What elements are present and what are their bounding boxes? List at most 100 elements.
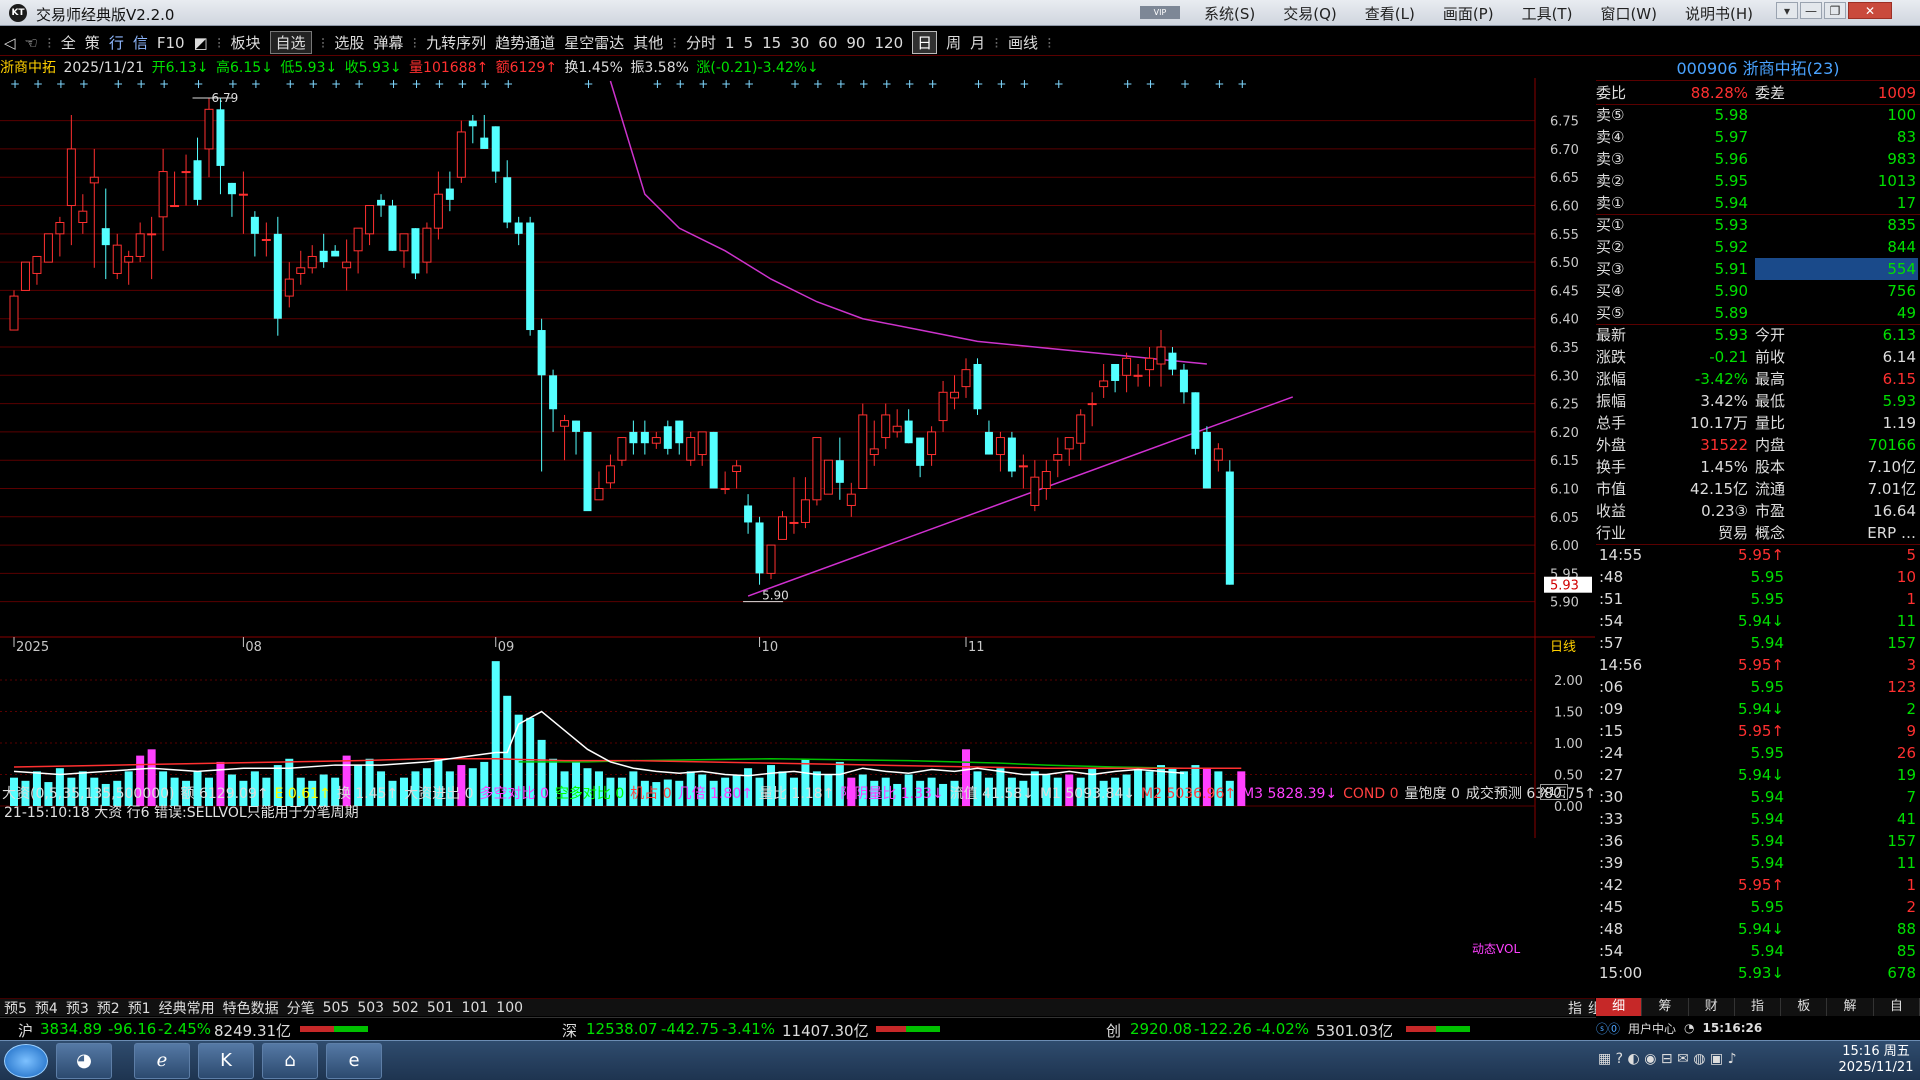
volume-unit-badge[interactable]: X1万: [1540, 784, 1568, 800]
tb-period-day[interactable]: 日: [912, 31, 938, 54]
hand-icon[interactable]: ☜: [24, 33, 38, 52]
tick-row: :48 5.95 10: [1596, 566, 1920, 588]
panel-tab[interactable]: 板: [1781, 998, 1828, 1016]
bottom-tab[interactable]: 505: [322, 999, 350, 1016]
menu-tools[interactable]: 工具(T): [1521, 5, 1573, 23]
quote-row[interactable]: 最新 5.93 今开 6.13: [1596, 324, 1920, 346]
panel-tab[interactable]: 细: [1596, 998, 1643, 1016]
menu-view[interactable]: 查看(L): [1364, 5, 1415, 23]
bottom-tab[interactable]: 预4: [34, 1000, 58, 1017]
panel-tab[interactable]: 自: [1874, 998, 1920, 1016]
quote-row[interactable]: 委比 88.28% 委差 1009: [1596, 82, 1920, 104]
taskbar-kt-icon[interactable]: K: [198, 1043, 254, 1079]
tick-volume: 88: [1896, 920, 1916, 938]
menu-system[interactable]: 系统(S): [1204, 5, 1256, 23]
tb-info[interactable]: 信: [132, 34, 148, 52]
bottom-tab[interactable]: 101: [461, 999, 489, 1016]
tb-radar[interactable]: 星空雷达: [564, 34, 625, 52]
stock-title[interactable]: 000906 浙商中拓(23): [1596, 57, 1920, 81]
panel-tab[interactable]: 指: [1735, 998, 1782, 1016]
quote-row[interactable]: 卖⑤ 5.98 100: [1596, 104, 1920, 126]
start-button[interactable]: [4, 1044, 48, 1078]
taskbar-home-icon[interactable]: ⌂: [262, 1043, 318, 1079]
volume-bar: [159, 771, 168, 806]
tb-strategy[interactable]: 策: [84, 34, 100, 52]
bottom-tab[interactable]: 预5: [4, 1000, 27, 1017]
service-icon[interactable]: ⓢ⓪: [1596, 1021, 1621, 1036]
taskbar-clock[interactable]: 15:16 周五 2025/11/21: [1836, 1044, 1916, 1076]
panel-tab[interactable]: 财: [1689, 998, 1735, 1016]
quote-row[interactable]: 振幅 3.42% 最低 5.93: [1596, 390, 1920, 412]
system-tray[interactable]: ▦ ? ◐ ◉ ⊟ ✉ ◍ ▣ ♪: [1598, 1051, 1737, 1067]
quote-row[interactable]: 涨幅 -3.42% 最高 6.15: [1596, 368, 1920, 390]
tb-danmaku[interactable]: 弹幕: [373, 34, 404, 52]
dropdown-icon[interactable]: ▾: [1776, 2, 1798, 19]
tb-period-15[interactable]: 15: [762, 33, 782, 52]
quote-row[interactable]: 外盘 31522 内盘 70166: [1596, 434, 1920, 456]
quote-row[interactable]: 买② 5.92 844: [1596, 236, 1920, 258]
taskbar-ai-icon[interactable]: e: [326, 1043, 382, 1079]
tb-period-90[interactable]: 90: [846, 33, 866, 52]
bottom-tab[interactable]: 预2: [96, 1000, 120, 1017]
tb-trend-channel[interactable]: 趋势通道: [495, 34, 556, 52]
tb-f10[interactable]: F10: [156, 33, 185, 52]
bottom-tab[interactable]: 501: [426, 999, 454, 1016]
taskbar-browser-icon[interactable]: ◕: [56, 1043, 112, 1079]
tb-period-1[interactable]: 1: [725, 33, 735, 52]
bottom-tab[interactable]: 502: [392, 999, 419, 1016]
tb-period-week[interactable]: 周: [946, 34, 962, 52]
quote-row[interactable]: 买⑤ 5.89 49: [1596, 302, 1920, 324]
tb-period-month[interactable]: 月: [970, 34, 986, 52]
quote-row[interactable]: 行业 贸易 概念 ERP …: [1596, 522, 1920, 544]
kline-chart[interactable]: + + + + + + + + + + + + + + + + + + + + + + + + + + + + + + + + + + + + + + + +…: [0, 78, 1595, 998]
user-center-link[interactable]: 用户中心: [1628, 1021, 1677, 1036]
menu-window[interactable]: 窗口(W): [1600, 5, 1657, 23]
tb-period-120[interactable]: 120: [874, 33, 904, 52]
tb-nine-turn[interactable]: 九转序列: [426, 34, 487, 52]
quote-row[interactable]: 涨跌 -0.21 前收 6.14: [1596, 346, 1920, 368]
quote-row[interactable]: 卖④ 5.97 83: [1596, 126, 1920, 148]
tb-period-5[interactable]: 5: [743, 33, 754, 52]
back-icon[interactable]: ◁: [4, 33, 16, 52]
quote-row[interactable]: 收益 0.23③ 市盈 16.64: [1596, 500, 1920, 522]
bottom-tab[interactable]: 100: [496, 999, 524, 1016]
bottom-tab[interactable]: 预3: [65, 1000, 89, 1017]
signal-plus: +: [285, 78, 295, 91]
quote-row[interactable]: 换手 1.45% 股本 7.10亿: [1596, 456, 1920, 478]
bottom-tab[interactable]: 503: [357, 999, 385, 1016]
quote-row[interactable]: 买③ 5.91 554: [1596, 258, 1920, 280]
quote-row[interactable]: 卖③ 5.96 983: [1596, 148, 1920, 170]
minimize-icon[interactable]: —: [1800, 2, 1822, 19]
bottom-tab[interactable]: 分笔: [286, 1000, 315, 1017]
quote-row[interactable]: 市值 42.15亿 流通 7.01亿: [1596, 478, 1920, 500]
close-icon[interactable]: ✕: [1848, 2, 1892, 19]
taskbar-ie-icon[interactable]: ℯ: [134, 1043, 190, 1079]
quote-row[interactable]: 总手 10.17万 量比 1.19: [1596, 412, 1920, 434]
tb-screener[interactable]: 选股: [334, 34, 365, 52]
tb-other[interactable]: 其他: [633, 34, 664, 52]
panel-tab[interactable]: 解: [1827, 998, 1874, 1016]
bottom-tab[interactable]: 经典常用: [158, 1000, 215, 1017]
windows-icon[interactable]: ◩: [193, 33, 208, 52]
tb-period-30[interactable]: 30: [790, 33, 810, 52]
quote-row[interactable]: 买④ 5.90 756: [1596, 280, 1920, 302]
menu-trade[interactable]: 交易(Q): [1283, 5, 1337, 23]
tb-period-60[interactable]: 60: [818, 33, 838, 52]
tab-index[interactable]: 指: [1568, 1001, 1582, 1017]
tb-watchlist-dropdown[interactable]: 自选: [269, 31, 312, 54]
menu-help[interactable]: 说明书(H): [1684, 5, 1753, 23]
quote-row[interactable]: 卖① 5.94 17: [1596, 192, 1920, 214]
bottom-tab[interactable]: 预1: [127, 1000, 151, 1017]
tb-quote[interactable]: 行: [108, 34, 124, 52]
vip-badge[interactable]: VIP: [1140, 6, 1180, 19]
restore-icon[interactable]: ❐: [1824, 2, 1846, 19]
panel-tab[interactable]: 筹: [1642, 998, 1689, 1016]
tb-period-intraday[interactable]: 分时: [686, 34, 717, 52]
quote-row[interactable]: 买① 5.93 835: [1596, 214, 1920, 236]
tb-all[interactable]: 全: [60, 34, 76, 52]
bottom-tab[interactable]: 特色数据: [222, 1000, 279, 1017]
tb-draw[interactable]: 画线: [1007, 34, 1038, 52]
tb-sector[interactable]: 板块: [230, 34, 261, 52]
menu-screen[interactable]: 画面(P): [1442, 5, 1494, 23]
quote-row[interactable]: 卖② 5.95 1013: [1596, 170, 1920, 192]
